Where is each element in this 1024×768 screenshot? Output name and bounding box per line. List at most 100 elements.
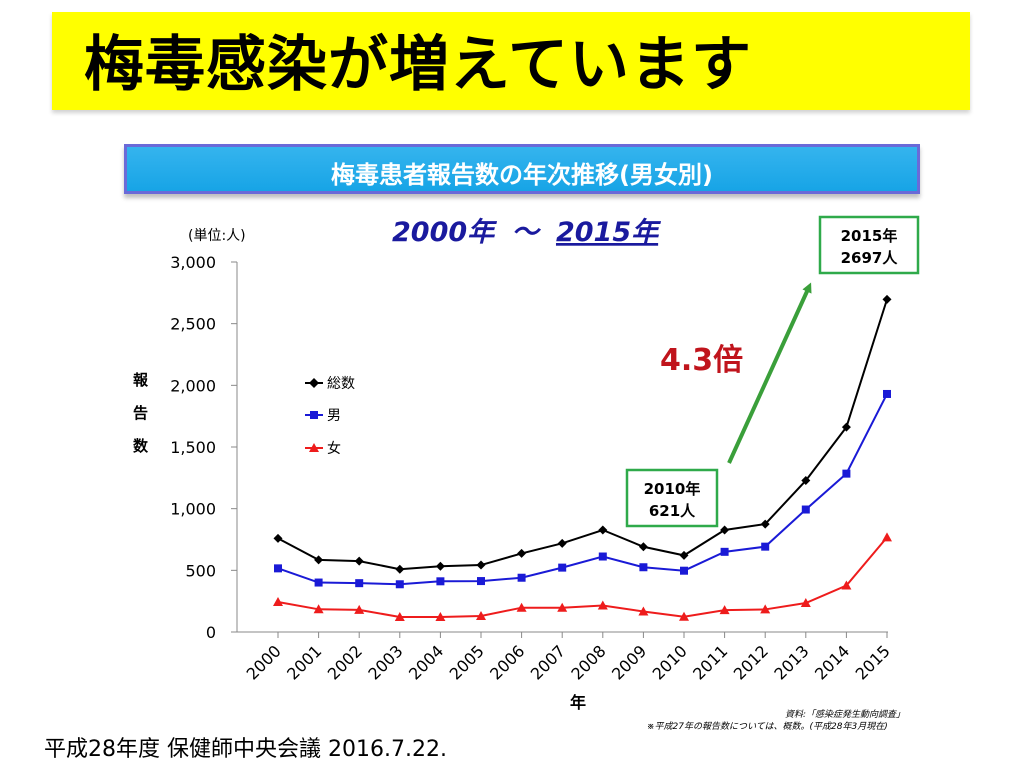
y-tick-label: 1,000: [170, 500, 216, 519]
data-point-s2-2012: [760, 604, 771, 614]
data-point-s1-2006: [517, 573, 526, 582]
data-point-s0-2006: [517, 548, 527, 558]
data-point-s0-2007: [557, 538, 567, 548]
series-line-2: [277, 536, 888, 618]
data-point-s2-2002: [354, 604, 365, 614]
data-point-s2-2014: [841, 580, 852, 590]
data-point-s1-2002: [355, 579, 364, 588]
data-point-s2-2011: [719, 605, 730, 615]
data-point-s2-2000: [273, 597, 283, 607]
data-point-s0-2015: [882, 294, 892, 304]
footer-citation: 平成28年度 保健師中央会議 2016.7.22.: [44, 737, 447, 762]
y-tick-label: 2,500: [170, 315, 216, 334]
growth-arrow: [727, 282, 812, 464]
legend-label-male: 男: [327, 408, 341, 424]
x-tick-label: 2011: [689, 641, 731, 683]
data-point-s2-2005: [476, 610, 486, 620]
y-axis-label: 報告数: [131, 371, 149, 471]
slide-title: 梅毒感染が増えています: [84, 30, 752, 100]
x-axis-label: 年: [570, 693, 586, 712]
y-tick-label: 2,000: [170, 376, 216, 395]
source-note: 資料:「感染症発生動向調査」: [785, 709, 905, 720]
title-banner: 梅毒感染が増えています: [52, 12, 970, 110]
x-tick-label: 2008: [567, 641, 609, 683]
data-point-s0-2002: [354, 556, 364, 566]
x-tick-label: 2002: [324, 641, 366, 683]
data-point-s2-2007: [557, 602, 568, 612]
data-point-s2-2006: [516, 602, 527, 612]
x-tick-label: 2007: [527, 641, 569, 683]
subtitle-end: 2015年: [556, 217, 661, 248]
callout-2015-value: 2697人: [841, 249, 899, 267]
series-line-0: [277, 299, 888, 571]
data-point-s0-2009: [638, 542, 648, 552]
data-point-s1-2010: [680, 566, 688, 575]
x-tick-label: 2009: [608, 641, 650, 683]
x-tick-label: 2013: [770, 641, 812, 683]
data-point-s2-2009: [638, 606, 649, 616]
x-tick-label: 2004: [405, 641, 447, 683]
data-point-s0-2000: [273, 533, 283, 543]
chart-title-bar: 梅毒患者報告数の年次推移(男女別): [124, 144, 920, 194]
callout-2010-year: 2010年: [644, 480, 701, 498]
legend: 総数 男 女: [305, 376, 355, 457]
data-point-s2-2001: [313, 604, 324, 614]
x-tick-label: 2006: [486, 641, 528, 683]
data-point-s0-2014: [841, 422, 851, 432]
data-point-s1-2003: [395, 580, 404, 589]
data-point-s0-2005: [476, 560, 486, 570]
data-point-s1-2012: [761, 542, 770, 551]
data-point-s2-2004: [435, 611, 446, 621]
legend-item-total: 総数: [305, 376, 355, 392]
data-point-s1-2011: [720, 547, 729, 556]
y-tick-label: 0: [206, 623, 216, 642]
x-tick-label: 2014: [811, 641, 853, 683]
data-point-s1-2005: [477, 577, 485, 586]
data-point-s1-2008: [598, 552, 607, 561]
callout-2015: 2015年 2697人: [818, 215, 920, 275]
series-line-1: [277, 393, 888, 586]
data-point-s2-2003: [394, 611, 405, 621]
subtitle-start: 2000年: [392, 217, 497, 248]
unit-label: (単位:人): [188, 228, 246, 244]
y-tick-label: 500: [185, 561, 216, 580]
subtitle: 2000年 〜 2015年: [392, 217, 661, 248]
data-point-s0-2010: [679, 550, 689, 560]
subtitle-separator: 〜: [512, 217, 542, 248]
x-tick-label: 2003: [364, 641, 406, 683]
data-point-s1-2004: [436, 577, 445, 586]
callout-2010: 2010年 621人: [625, 468, 719, 528]
data-point-s1-2015: [883, 389, 891, 398]
x-tick-label: 2000: [243, 641, 285, 683]
legend-label-female: 女: [327, 440, 341, 457]
footnote: ※平成27年の報告数については、概数。(平成28年3月現在): [647, 721, 888, 732]
data-point-s2-2010: [679, 611, 689, 621]
data-point-s1-2001: [314, 578, 323, 587]
x-tick-label: 2005: [446, 641, 488, 683]
legend-item-male: 男: [305, 408, 341, 424]
chart-title: 梅毒患者報告数の年次推移(男女別): [331, 161, 713, 189]
data-point-s0-2001: [314, 555, 324, 565]
data-point-s1-2013: [801, 505, 810, 514]
y-tick-label: 3,000: [170, 253, 216, 272]
callout-2010-value: 621人: [649, 502, 696, 520]
data-point-s0-2004: [435, 561, 445, 571]
callout-2015-year: 2015年: [841, 227, 898, 245]
data-point-s0-2013: [801, 476, 811, 486]
x-tick-label: 2001: [283, 641, 325, 683]
x-tick-label: 2010: [649, 641, 691, 683]
data-point-s0-2011: [720, 525, 730, 535]
data-point-s2-2013: [800, 598, 811, 608]
ratio-annotation: 4.3倍: [660, 343, 743, 378]
data-point-s1-2000: [274, 564, 282, 573]
data-point-s0-2008: [598, 525, 608, 535]
data-point-s1-2007: [558, 563, 567, 572]
data-point-s0-2012: [760, 519, 770, 529]
legend-label-total: 総数: [327, 376, 355, 392]
x-tick-label: 2012: [730, 641, 772, 683]
data-point-s0-2003: [395, 564, 405, 574]
data-point-s2-2015: [882, 532, 892, 542]
data-point-s2-2008: [597, 600, 608, 610]
data-point-s1-2014: [842, 469, 851, 478]
